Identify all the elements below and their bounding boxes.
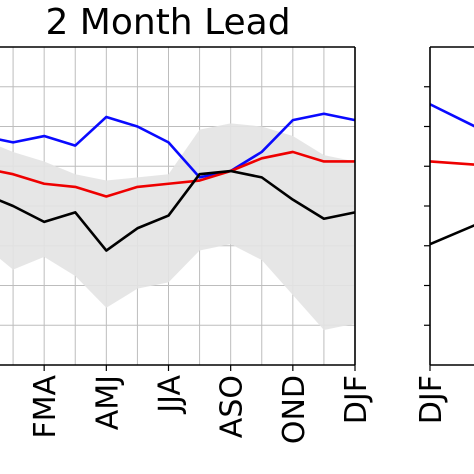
main-panel: FMA AMJ JJA ASO OND DJF	[0, 46, 374, 444]
panel2-series-line-3	[429, 224, 474, 246]
x-tick-label: JJA	[153, 375, 188, 415]
series-line-1	[0, 112, 356, 179]
spread-band	[0, 123, 355, 331]
x-tick-label: DJF	[339, 375, 374, 424]
series-line-2	[0, 150, 355, 198]
panel2-x-tick-label: DJF	[414, 375, 449, 424]
second-panel: DJF	[414, 46, 474, 424]
chart-title: 2 Month Lead	[45, 2, 290, 43]
panel2-series-line-2	[429, 160, 474, 166]
x-tick-label: ASO	[215, 375, 250, 438]
x-tick-label: OND	[277, 375, 312, 444]
series-line-3	[0, 169, 356, 252]
x-tick-label: AMJ	[90, 375, 125, 430]
x-tick-label: FMA	[28, 375, 63, 439]
panel2-series-line-1	[429, 103, 474, 128]
